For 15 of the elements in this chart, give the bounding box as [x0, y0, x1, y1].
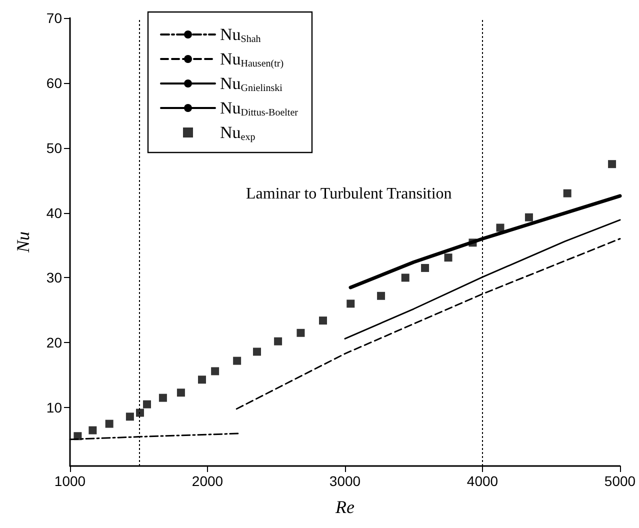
- y-tick-label: 40: [46, 204, 62, 221]
- y-tick-label: 50: [46, 140, 62, 156]
- y-tick-label: 10: [46, 400, 62, 416]
- x-tick-label: 2000: [192, 473, 224, 489]
- x-tick-label: 5000: [604, 473, 636, 489]
- y-tick-label: 60: [46, 74, 62, 91]
- x-tick-label: 4000: [466, 473, 498, 489]
- x-tick-label: 3000: [329, 473, 361, 489]
- x-tick-label: 1000: [54, 473, 86, 489]
- y-tick-label: 30: [46, 270, 62, 286]
- x-axis-title: Re: [334, 497, 355, 517]
- annotation: Laminar to Turbulent Transition: [246, 186, 452, 202]
- y-tick-label: 20: [46, 334, 62, 351]
- y-axis-title: Nu: [13, 231, 33, 254]
- y-tick-label: 70: [46, 10, 62, 26]
